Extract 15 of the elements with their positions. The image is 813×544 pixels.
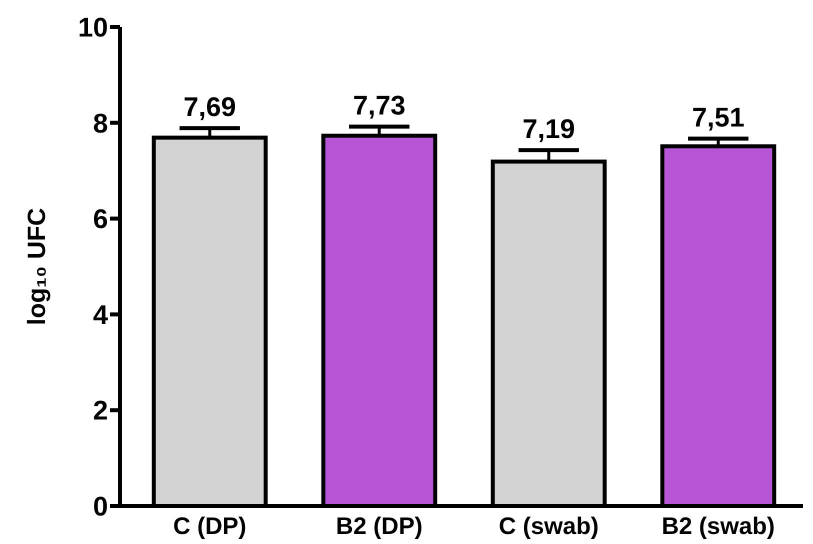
x-tick-label: B2 (swab)	[662, 513, 775, 540]
y-axis-title: log₁₀ UFC	[23, 208, 51, 326]
x-tick-label: B2 (DP)	[336, 513, 423, 540]
data-label: 7,19	[522, 114, 576, 144]
x-tick-label: C (DP)	[173, 513, 246, 540]
y-tick-label: 6	[92, 204, 108, 234]
y-tick-label: 10	[78, 12, 108, 42]
data-label: 7,69	[183, 92, 236, 122]
y-tick-label: 2	[92, 396, 108, 426]
data-label: 7,51	[692, 102, 745, 133]
x-tick-label: C (swab)	[498, 513, 599, 540]
y-tick-label: 4	[92, 300, 108, 330]
data-label: 7,73	[352, 90, 406, 121]
y-tick-label: 8	[92, 108, 108, 138]
y-tick-label: 0	[92, 491, 108, 522]
